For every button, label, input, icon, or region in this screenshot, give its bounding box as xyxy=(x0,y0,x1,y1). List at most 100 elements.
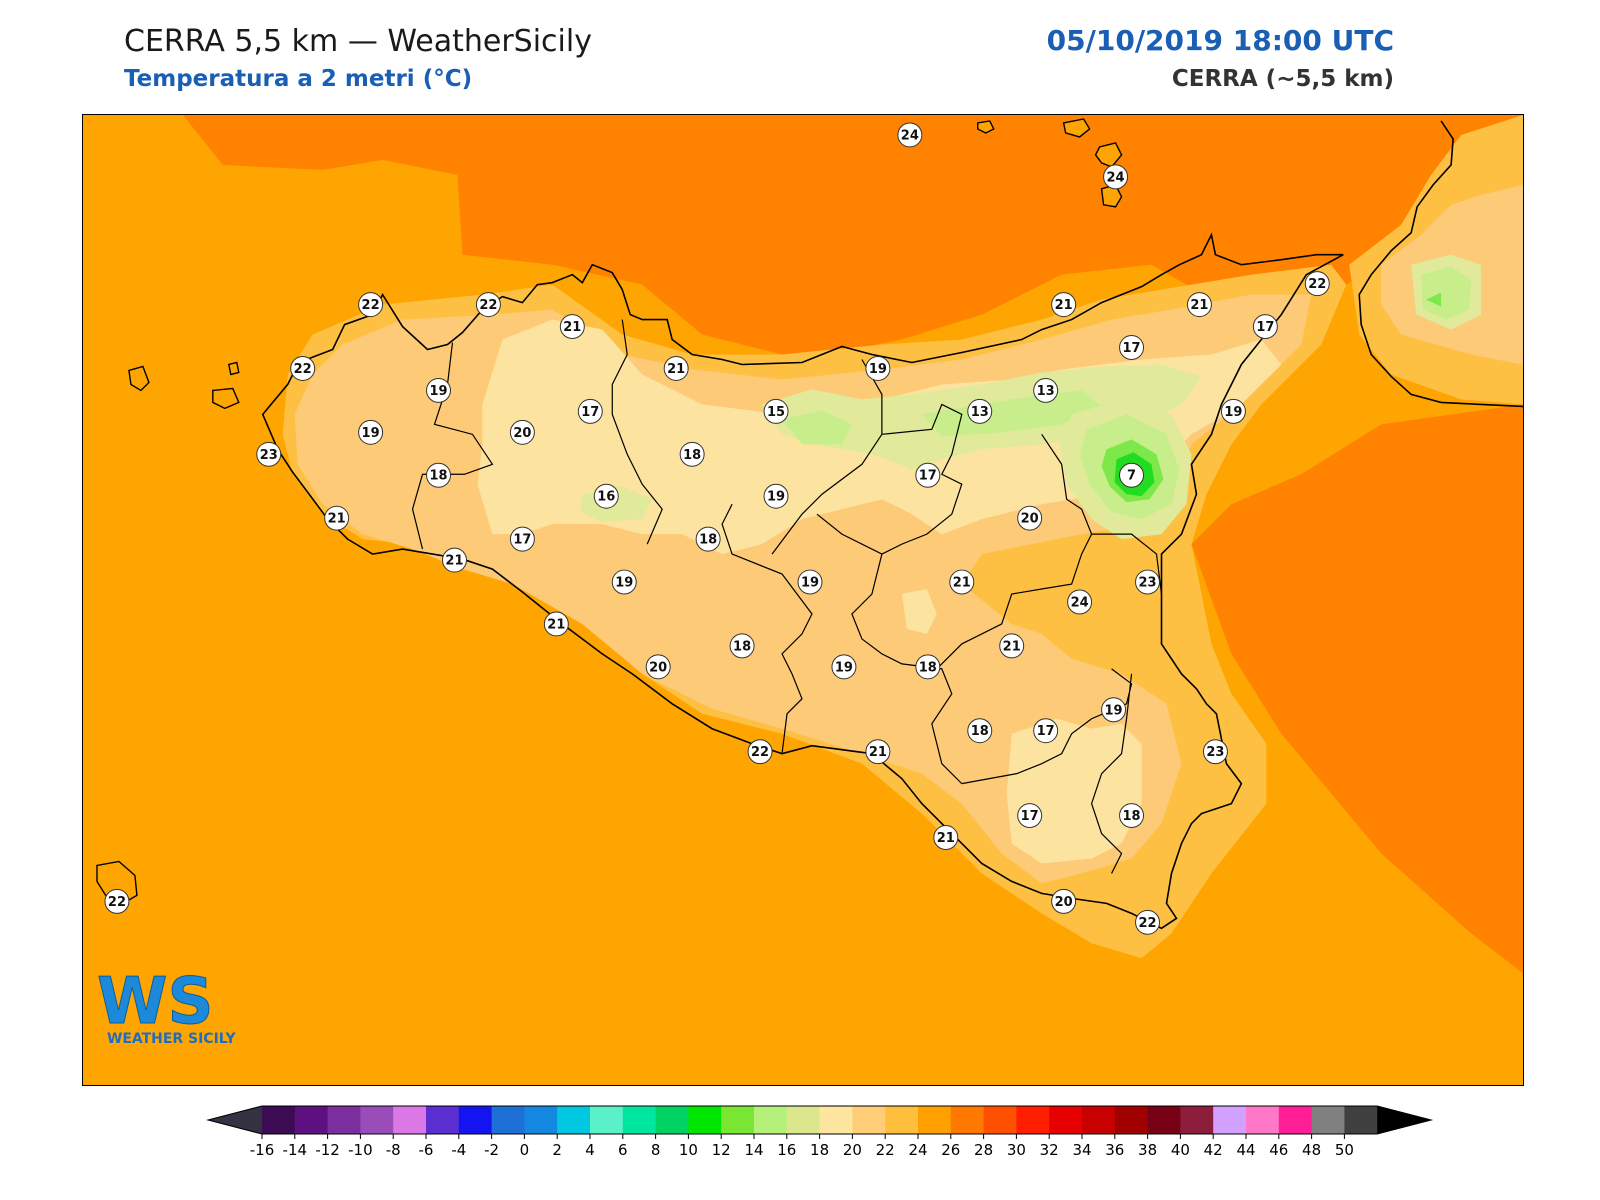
station-marker: 18 xyxy=(1119,803,1145,829)
station-value: 17 xyxy=(1256,320,1274,335)
station-circle xyxy=(1119,803,1145,829)
station-circle xyxy=(593,483,619,509)
colorbar-cell xyxy=(1016,1106,1050,1134)
station-value: 17 xyxy=(1021,809,1039,824)
station-marker: 19 xyxy=(1220,398,1246,424)
station-marker: 19 xyxy=(358,419,384,445)
station-marker: 19 xyxy=(763,483,789,509)
station-circle xyxy=(1119,462,1145,488)
colorbar-cell xyxy=(622,1106,657,1134)
station-marker: 21 xyxy=(442,547,467,573)
temperature-map: WS WEATHER SICILY 24 24 22 22 21 22 19 21 19 20 17… xyxy=(82,114,1524,1086)
colorbar-label: 18 xyxy=(810,1141,829,1159)
station-marker: 21 xyxy=(1186,292,1212,318)
colorbar-cell xyxy=(393,1106,427,1134)
colorbar-cell xyxy=(983,1106,1017,1134)
station-value: 21 xyxy=(869,745,887,760)
station-value: 21 xyxy=(667,362,685,377)
field-sicily-inner-south xyxy=(1006,718,1142,864)
island-favignana xyxy=(212,387,240,410)
station-value: 18 xyxy=(733,639,751,654)
station-circle xyxy=(1220,398,1246,424)
station-value: 18 xyxy=(699,533,717,548)
colorbar-cell xyxy=(262,1106,296,1134)
colorbar-cell xyxy=(294,1106,329,1134)
colorbar-label: 48 xyxy=(1302,1141,1321,1159)
colorbar-label: 24 xyxy=(908,1141,927,1159)
station-value: 23 xyxy=(1206,745,1224,760)
station-marker: 22 xyxy=(1135,909,1161,935)
station-marker: 20 xyxy=(509,419,535,445)
colorbar-label: 22 xyxy=(876,1141,895,1159)
station-circle xyxy=(426,377,451,403)
station-value: 19 xyxy=(835,660,853,675)
station-layer: 24 24 22 22 21 22 19 21 19 20 17 21 21 22 17 17 13 13 15 19… xyxy=(104,122,1330,935)
colorbar-label: 20 xyxy=(843,1141,862,1159)
colorbar-label: -8 xyxy=(386,1141,401,1159)
station-marker: 21 xyxy=(663,356,689,381)
colorbar-cell xyxy=(721,1106,755,1134)
island-lipari xyxy=(1062,118,1091,138)
station-marker: 17 xyxy=(1119,335,1145,360)
station-circle xyxy=(611,569,637,595)
station-marker: 21 xyxy=(949,569,975,595)
station-value: 20 xyxy=(1021,512,1039,527)
station-marker: 19 xyxy=(797,569,823,595)
station-value: 17 xyxy=(1037,724,1055,739)
station-value: 20 xyxy=(513,426,531,441)
station-value: 19 xyxy=(362,426,380,441)
field-calabria-cold xyxy=(1421,266,1472,320)
station-marker: 18 xyxy=(695,526,721,552)
station-value: 18 xyxy=(919,660,937,675)
station-marker: 20 xyxy=(1051,888,1077,914)
station-circle xyxy=(915,654,941,680)
temperature-colorbar: -16 -14 -12 -10 -8 -6 -4 -2 0 2 4 6 8 10 12 14 16 18 20 22 2… xyxy=(206,1105,1434,1159)
station-value: 21 xyxy=(563,320,581,335)
station-marker: 24 xyxy=(1067,589,1093,615)
station-value: 21 xyxy=(328,512,346,527)
station-circle xyxy=(967,718,993,744)
station-circle xyxy=(763,398,789,424)
station-circle xyxy=(1067,589,1093,615)
station-value: 23 xyxy=(260,448,278,463)
island-pantelleria xyxy=(96,860,138,905)
island-marettimo xyxy=(128,365,150,392)
colorbar-label: 32 xyxy=(1040,1141,1059,1159)
station-value: 19 xyxy=(1105,703,1123,718)
station-circle xyxy=(559,314,585,340)
colorbar-label: 8 xyxy=(651,1141,661,1159)
station-circle xyxy=(426,462,451,488)
station-marker: 22 xyxy=(475,292,501,318)
island-stromboli xyxy=(977,120,995,134)
field-warm-east-sea xyxy=(1191,404,1523,974)
colorbar-cell xyxy=(1311,1106,1345,1134)
station-circle xyxy=(831,654,857,680)
station-circle xyxy=(1304,271,1330,297)
station-value: 17 xyxy=(1123,341,1141,356)
station-value: 21 xyxy=(1190,298,1208,313)
station-circle xyxy=(1017,803,1043,829)
station-marker: 18 xyxy=(679,441,705,467)
sicily-coastline xyxy=(261,232,1344,930)
colorbar-label: -2 xyxy=(484,1141,499,1159)
station-value: 19 xyxy=(801,576,819,591)
colorbar-label: -6 xyxy=(419,1141,434,1159)
station-marker: 19 xyxy=(831,654,857,680)
station-value: 21 xyxy=(445,554,463,569)
station-circle xyxy=(358,292,384,318)
colorbar-label: 14 xyxy=(744,1141,763,1159)
station-marker: 21 xyxy=(543,611,569,637)
colorbar-cell xyxy=(458,1106,493,1134)
station-circle xyxy=(663,356,689,381)
station-circle xyxy=(999,633,1025,659)
station-marker: 19 xyxy=(865,356,891,381)
station-circle xyxy=(1103,164,1129,190)
station-value: 22 xyxy=(294,362,312,377)
station-value: 13 xyxy=(1037,384,1055,399)
station-circle xyxy=(324,505,350,531)
colorbar-label: 6 xyxy=(618,1141,628,1159)
station-value: 22 xyxy=(1138,916,1156,931)
station-value: 18 xyxy=(429,469,447,484)
station-circle xyxy=(509,419,535,445)
station-value: 22 xyxy=(108,895,126,910)
